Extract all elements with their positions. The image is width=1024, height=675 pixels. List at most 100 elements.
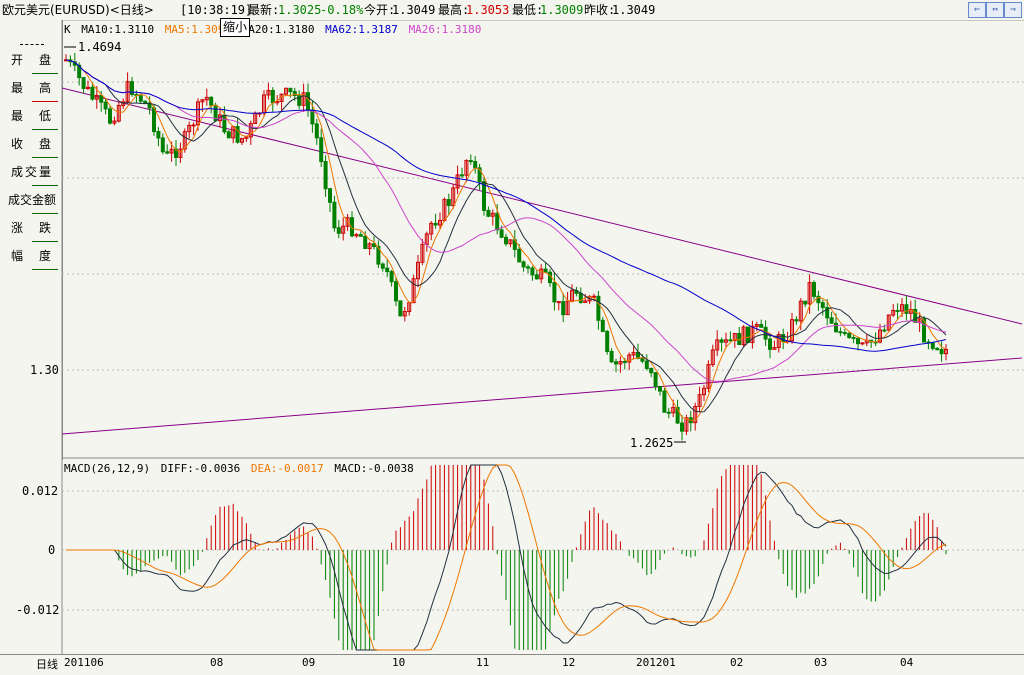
scroll-left-button[interactable]: ⇐ xyxy=(968,2,986,18)
prev-close-value: 1.3049 xyxy=(612,3,656,17)
candle-body xyxy=(495,212,500,231)
candle-body xyxy=(842,332,847,335)
candle-body xyxy=(636,351,640,359)
candle-body xyxy=(860,342,865,345)
period-label: 日线 xyxy=(36,658,58,671)
candle-body xyxy=(442,199,447,222)
candle-body xyxy=(917,318,922,323)
legend-macd-params: MACD(26,12,9) xyxy=(64,462,151,475)
candle-body xyxy=(477,167,482,183)
candle-body xyxy=(750,325,755,343)
sidebar-item-amount: 成交金额 xyxy=(4,190,60,214)
shrink-tooltip-button[interactable]: 缩小 xyxy=(220,18,250,37)
ma26-line xyxy=(65,59,947,382)
sidebar-item-low: 最 低 xyxy=(4,106,60,130)
candle-body xyxy=(794,319,799,322)
candlesticks xyxy=(64,53,948,441)
candle-body xyxy=(812,282,816,297)
support-trendline xyxy=(61,357,1023,435)
candle-body xyxy=(763,326,768,340)
candle-body xyxy=(715,339,720,351)
ma10-line xyxy=(65,59,947,413)
candle-body xyxy=(781,334,786,342)
candle-body xyxy=(680,422,684,432)
candle-body xyxy=(455,174,460,189)
candle-body xyxy=(908,308,913,314)
candle-body xyxy=(574,290,579,294)
candle-body xyxy=(552,282,557,303)
candle-body xyxy=(275,100,280,104)
candle-body xyxy=(328,188,332,203)
candle-body xyxy=(869,339,874,343)
candle-body xyxy=(864,339,869,344)
candle-body xyxy=(565,300,570,316)
macd-lines xyxy=(66,464,947,651)
candle-body xyxy=(116,104,121,122)
candle-body xyxy=(482,181,486,211)
price-axis-label: 1.30 xyxy=(30,363,59,377)
x-tick: 11 xyxy=(476,656,490,669)
candle-body xyxy=(108,108,112,124)
x-tick: 03 xyxy=(814,656,828,669)
candle-body xyxy=(68,59,73,63)
candle-body xyxy=(737,333,742,346)
candle-body xyxy=(429,222,434,235)
candle-body xyxy=(376,245,381,265)
legend-diff: DIFF:-0.0036 xyxy=(160,462,241,475)
candle-body xyxy=(618,360,623,365)
candle-body xyxy=(512,239,517,250)
macd-histogram xyxy=(118,465,947,650)
candle-body xyxy=(653,372,658,387)
candle-body xyxy=(103,101,108,110)
high-label: 最高: xyxy=(438,3,470,17)
candle-body xyxy=(77,64,82,79)
candle-body xyxy=(732,333,737,341)
candle-body xyxy=(297,95,302,106)
candle-body xyxy=(231,126,236,139)
candle-body xyxy=(222,114,227,133)
candle-body xyxy=(209,96,214,106)
ma62-line xyxy=(65,59,947,352)
candle-body xyxy=(583,300,588,303)
candle-body xyxy=(398,300,403,317)
candle-body xyxy=(200,99,205,103)
candle-body xyxy=(570,290,574,302)
candle-body xyxy=(468,160,473,163)
scroll-right-button[interactable]: ⇒ xyxy=(1004,2,1022,18)
candle-body xyxy=(706,364,711,389)
candle-body xyxy=(86,86,90,90)
zoom-button[interactable]: ⇔ xyxy=(986,2,1004,18)
high-value: 1.3053 xyxy=(466,3,510,17)
candle-body xyxy=(363,235,368,250)
candle-body xyxy=(323,161,328,190)
candle-body xyxy=(614,361,618,365)
sidebar-item-volume: 成交量 xyxy=(4,162,60,186)
candle-body xyxy=(759,323,764,328)
candle-body xyxy=(433,222,438,226)
candle-body xyxy=(416,261,420,280)
candle-body xyxy=(816,295,821,304)
candle-body xyxy=(539,268,544,280)
candle-body xyxy=(596,295,601,321)
candle-body xyxy=(895,309,900,312)
candle-body xyxy=(644,360,649,369)
macd-axis-label-bottom: -0.012 xyxy=(16,603,60,617)
low-value: 1.3009 xyxy=(540,3,584,17)
candle-body xyxy=(913,308,918,323)
candle-body xyxy=(719,339,724,343)
candle-body xyxy=(851,336,856,339)
candle-body xyxy=(345,217,350,227)
latest-change: -0.18% xyxy=(320,3,364,17)
candle-body xyxy=(622,360,627,363)
instrument-title: 欧元美元(EURUSD)<日线> xyxy=(2,3,154,17)
x-tick: 201201 xyxy=(636,656,676,669)
candle-body xyxy=(380,263,385,269)
low-annotation: 1.2625 xyxy=(630,436,673,450)
candle-body xyxy=(411,278,416,304)
candle-body xyxy=(671,406,676,414)
candle-body xyxy=(451,187,456,207)
x-tick: 09 xyxy=(302,656,316,669)
candle-body xyxy=(213,104,218,122)
candle-body xyxy=(534,274,539,280)
candle-body xyxy=(592,295,596,298)
